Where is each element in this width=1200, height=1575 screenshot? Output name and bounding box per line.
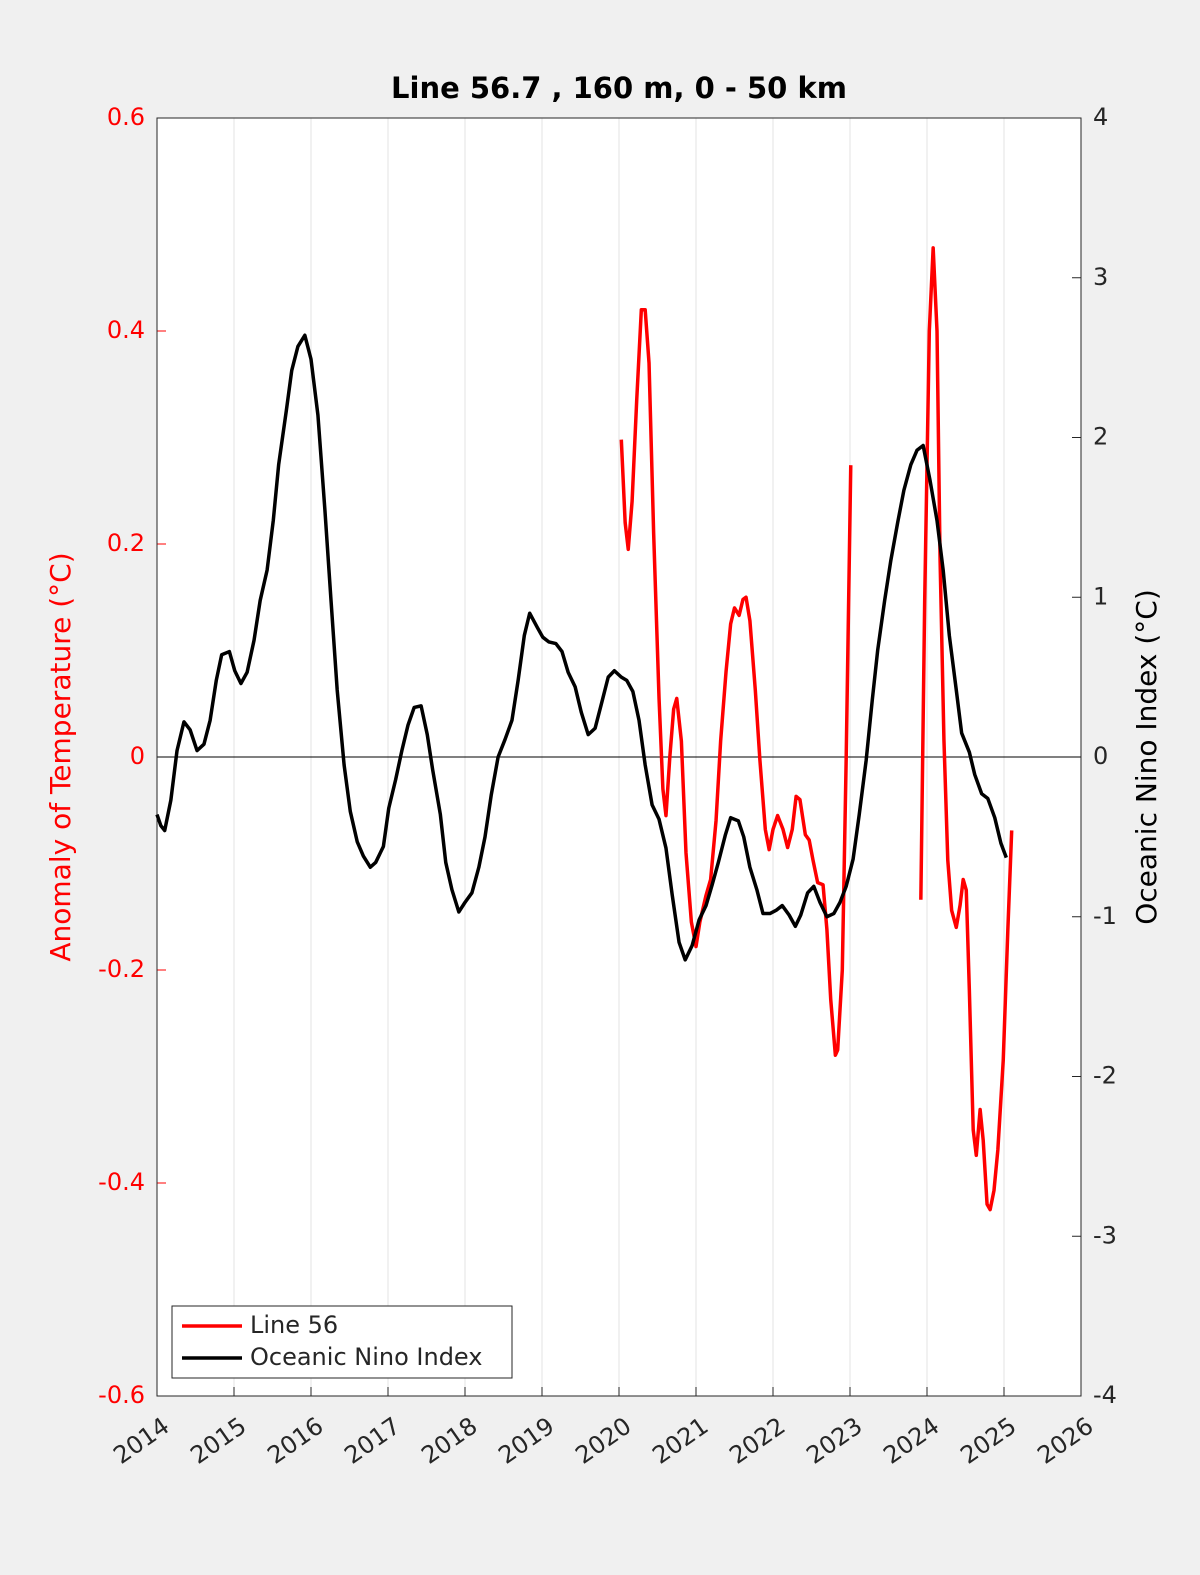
y-tick-label: 0.4	[107, 316, 145, 344]
x-tick-label: 2022	[724, 1412, 790, 1470]
y2-tick-label: -3	[1093, 1221, 1117, 1249]
line-series	[155, 333, 1008, 962]
y-tick-label: 0.2	[107, 529, 145, 557]
chart-title: Line 56.7 , 160 m, 0 - 50 km	[391, 71, 847, 105]
x-tick-label: 2017	[339, 1412, 405, 1470]
x-tick-label: 2026	[1032, 1412, 1098, 1470]
x-tick-label: 2024	[878, 1412, 944, 1470]
legend-label: Oceanic Nino Index	[250, 1343, 482, 1371]
y-tick-label: 0.6	[107, 103, 145, 131]
y2-tick-label: 4	[1093, 103, 1108, 131]
y2-tick-label: 0	[1093, 742, 1108, 770]
x-tick-label: 2020	[570, 1412, 636, 1470]
x-tick-label: 2018	[416, 1412, 482, 1470]
x-tick-label: 2016	[262, 1412, 328, 1470]
y2-tick-label: 2	[1093, 423, 1108, 451]
x-tick-label: 2015	[185, 1412, 251, 1470]
y-tick-label: 0	[130, 742, 145, 770]
y2-tick-label: 3	[1093, 263, 1108, 291]
x-tick-label: 2023	[801, 1412, 867, 1470]
x-tick-label: 2014	[108, 1412, 174, 1470]
y2-tick-label: 1	[1093, 582, 1108, 610]
y2-tick-label: -2	[1093, 1062, 1117, 1090]
plot-frame	[156, 117, 1082, 1397]
y-tick-label: -0.2	[98, 955, 145, 983]
x-tick-label: 2019	[493, 1412, 559, 1470]
line-series	[619, 246, 1014, 1212]
y-tick-label: -0.6	[98, 1381, 145, 1409]
y2-tick-label: -1	[1093, 902, 1117, 930]
x-tick-label: 2025	[955, 1412, 1021, 1470]
x-tick-label: 2021	[647, 1412, 713, 1470]
y2-axis-label: Oceanic Nino Index (°C)	[1130, 589, 1163, 925]
legend-label: Line 56	[250, 1311, 338, 1339]
y-tick-label: -0.4	[98, 1168, 145, 1196]
y2-tick-label: -4	[1093, 1381, 1117, 1409]
y-axis-label: Anomaly of Temperature (°C)	[44, 552, 77, 961]
legend-box	[171, 1305, 513, 1379]
